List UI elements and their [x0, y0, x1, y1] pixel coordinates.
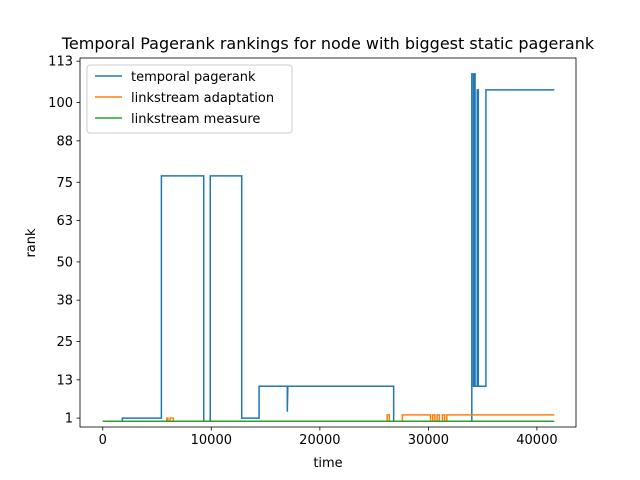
- legend-entry-label: linkstream adaptation: [131, 91, 274, 106]
- y-tick-label: 25: [56, 335, 73, 350]
- legend-entry-label: linkstream measure: [131, 112, 260, 127]
- x-tick-label: 30000: [408, 433, 449, 448]
- x-axis-label: time: [313, 456, 342, 471]
- x-tick-label: 40000: [516, 433, 557, 448]
- y-tick-label: 63: [56, 214, 73, 229]
- y-tick-label: 50: [56, 255, 73, 270]
- y-tick-label: 38: [56, 294, 73, 309]
- axes-frame: [79, 57, 577, 428]
- legend: temporal pagerank linkstream adaptation li…: [86, 64, 293, 134]
- legend-box: [86, 64, 293, 134]
- chart-title: Temporal Pagerank rankings for node with…: [61, 34, 595, 53]
- y-axis-label: rank: [24, 228, 39, 258]
- x-tick-label: 20000: [299, 433, 340, 448]
- x-tick-label: 0: [99, 433, 107, 448]
- y-tick-label: 113: [48, 55, 73, 70]
- y-tick-label: 100: [48, 96, 73, 111]
- plot-lines: [102, 73, 555, 423]
- x-tick-label: 10000: [191, 433, 232, 448]
- y-tick-label: 13: [56, 373, 73, 388]
- y-tick-label: 88: [56, 134, 73, 149]
- y-tick-label: 1: [65, 412, 73, 427]
- y-tick-label: 75: [56, 176, 73, 191]
- series-line-0: [102, 73, 555, 423]
- legend-entry-label: temporal pagerank: [131, 70, 256, 85]
- x-axis: 0 10000 20000 30000 40000: [99, 427, 558, 448]
